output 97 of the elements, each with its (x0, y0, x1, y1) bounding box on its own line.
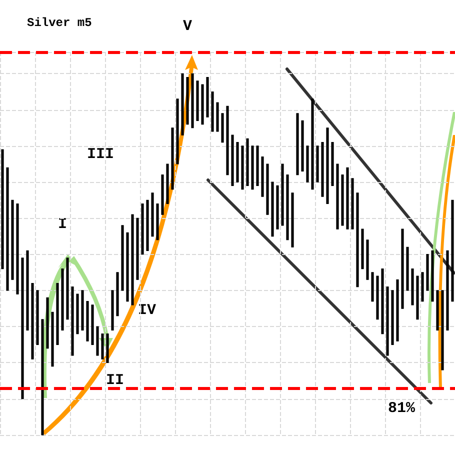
candlestick (391, 290, 394, 345)
candlestick (76, 294, 79, 334)
candlestick (411, 268, 414, 306)
candlestick (301, 120, 304, 172)
candlestick (26, 250, 29, 331)
candlestick (146, 200, 149, 252)
candlestick (46, 297, 49, 349)
candlestick (376, 276, 379, 320)
candlestick (41, 319, 44, 436)
candlestick (71, 286, 74, 356)
candlestick (236, 142, 239, 182)
candlestick (56, 282, 59, 345)
candlestick (191, 73, 194, 128)
candlestick (386, 286, 389, 356)
candlestick (136, 218, 139, 280)
candlestick (296, 113, 299, 176)
chart-title: Silver m5 (27, 16, 92, 30)
candlestick (306, 146, 309, 182)
candlestick (16, 203, 19, 294)
candlestick (286, 174, 289, 240)
candlestick (446, 250, 449, 331)
candlestick (61, 268, 64, 331)
candlestick (51, 312, 54, 367)
candlestick (171, 128, 174, 190)
annotation: II (106, 372, 124, 389)
candlestick (421, 272, 424, 302)
candlestick (291, 192, 294, 248)
candlestick (231, 134, 234, 186)
candlestick (311, 98, 314, 190)
candlestick (116, 272, 119, 316)
candlestick (371, 272, 374, 302)
candlestick (221, 113, 224, 143)
candlestick (36, 290, 39, 345)
candlestick (271, 182, 274, 237)
candlestick (21, 258, 24, 400)
candlestick (401, 228, 404, 309)
candlestick (161, 174, 164, 215)
candlestick (351, 178, 354, 230)
candlestick (6, 167, 9, 291)
candlestick (196, 80, 199, 121)
candlestick (216, 102, 219, 132)
annotation: 81% (388, 400, 416, 417)
candlestick (281, 164, 284, 226)
candlestick (226, 106, 229, 176)
candlestick (106, 334, 109, 364)
candlestick (346, 167, 349, 230)
candlestick (321, 142, 324, 197)
candlestick (86, 301, 89, 342)
candlestick (66, 258, 69, 320)
candlestick (246, 138, 249, 186)
candlestick (316, 146, 319, 182)
candlestick (361, 228, 364, 270)
text: V (183, 18, 192, 35)
candlestick (331, 142, 334, 186)
candlestick (151, 192, 154, 237)
candlestick (201, 84, 204, 125)
candlestick (81, 290, 84, 331)
candlestick (176, 98, 179, 164)
candlestick (156, 203, 159, 240)
candlestick (241, 146, 244, 190)
candlestick (396, 279, 399, 342)
candlestick (96, 326, 99, 356)
candlestick (126, 232, 129, 302)
candlestick (251, 146, 254, 190)
candlestick (341, 174, 344, 226)
candlestick (211, 91, 214, 132)
candlestick (366, 240, 369, 280)
candlestick (441, 290, 444, 370)
candlestick (186, 76, 189, 125)
candlestick (206, 76, 209, 118)
candlestick (101, 334, 104, 360)
candlestick (31, 282, 34, 360)
candlestick (381, 268, 384, 334)
candlestick (121, 225, 124, 291)
candlestick (426, 254, 429, 291)
candlestick (336, 164, 339, 230)
candlestick (91, 304, 94, 345)
candlestick (141, 203, 144, 255)
candlestick (451, 200, 454, 302)
candlestick (326, 128, 329, 204)
candlestick (11, 200, 14, 280)
candlestick (1, 149, 4, 270)
candlestick (261, 156, 264, 197)
candlestick (416, 276, 419, 320)
candlestick (181, 73, 184, 136)
candlestick (266, 164, 269, 215)
candlestick (111, 290, 114, 331)
candlestick (131, 214, 134, 306)
candlestick (431, 250, 434, 302)
candlestick (406, 246, 409, 291)
candlestick (256, 146, 259, 186)
candlestick (166, 164, 169, 204)
annotation: III (87, 146, 114, 163)
candlestick (356, 192, 359, 288)
annotation: IV (138, 302, 156, 319)
candlestick (276, 185, 279, 230)
candlestick (436, 290, 439, 331)
